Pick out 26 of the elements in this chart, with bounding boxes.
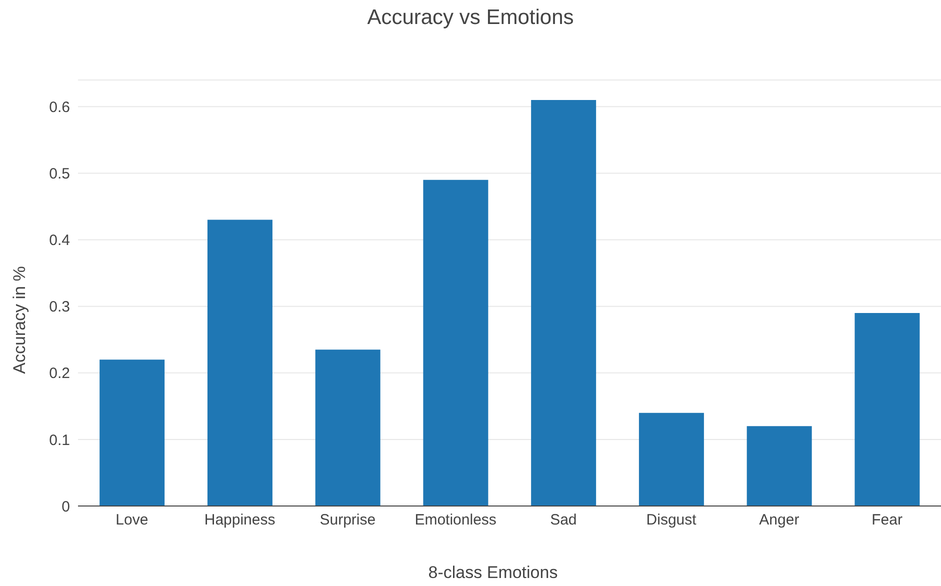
- y-axis-title: Accuracy in %: [10, 266, 30, 374]
- bar: [531, 100, 596, 506]
- x-axis-title: 8-class Emotions: [427, 563, 559, 583]
- chart-title: Accuracy vs Emotions: [366, 6, 575, 30]
- bar: [638, 412, 704, 506]
- x-tick-label: Anger: [759, 512, 800, 529]
- x-tick-label: Disgust: [646, 512, 698, 529]
- bar: [423, 180, 488, 506]
- bar: [315, 350, 380, 506]
- y-tick-label: 0.6: [49, 98, 70, 116]
- x-tick-label: Happiness: [204, 512, 276, 529]
- y-tick-label: 0.5: [49, 166, 70, 183]
- y-tick-label: 0.3: [49, 298, 70, 316]
- bar: [207, 220, 272, 506]
- y-tick-label: 0.2: [49, 365, 70, 382]
- x-tick-label: Surprise: [320, 512, 376, 529]
- bar: [100, 360, 165, 506]
- x-tick-label: Love: [116, 512, 148, 529]
- bar: [746, 426, 812, 506]
- x-tick-label: Fear: [872, 512, 902, 529]
- x-tick-label: Emotionless: [414, 512, 496, 529]
- y-tick-label: 0: [62, 498, 70, 516]
- x-tick-label: Sad: [550, 512, 577, 529]
- y-tick-label: 0.4: [49, 232, 70, 250]
- y-tick-label: 0.1: [49, 432, 70, 449]
- bar: [854, 312, 920, 506]
